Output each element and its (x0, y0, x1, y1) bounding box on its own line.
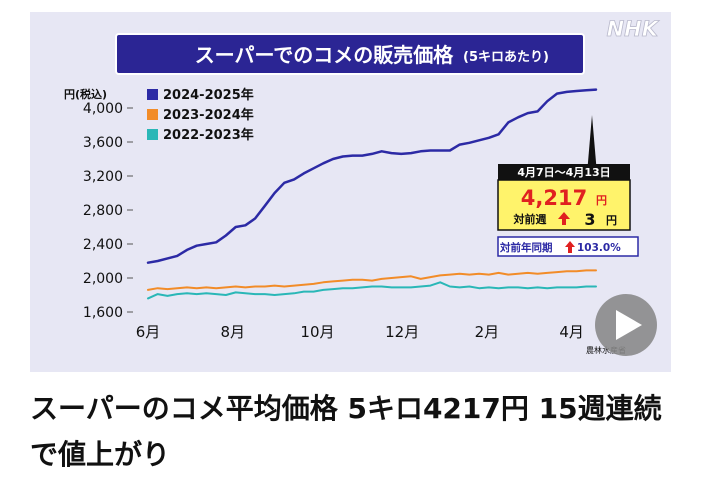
callout-price-unit: 円 (596, 194, 607, 207)
y-tick-label: 3,200 (83, 169, 123, 185)
play-button[interactable] (595, 294, 657, 356)
nhk-logo: NHK (607, 17, 660, 41)
x-tick-label: 10月 (300, 323, 334, 341)
article-headline[interactable]: スーパーのコメ平均価格 5キロ4217円 15週連続で値上がり (30, 392, 662, 471)
legend-label-2022: 2022-2023年 (163, 127, 254, 143)
y-tick-label: 4,000 (83, 101, 123, 117)
week-change-value: 3 (584, 210, 595, 229)
week-change-label: 対前週 (513, 212, 547, 226)
y-tick-label: 3,600 (83, 135, 123, 151)
legend: 2024-2025年 2023-2024年 2022-2023年 (147, 87, 254, 143)
year-change-label: 対前年同期 (499, 241, 553, 254)
callout-period: 4月7日～4月13日 (517, 166, 610, 179)
y-axis-ticks: 1,600 2,000 2,400 2,800 3,200 3,600 4,000 (83, 101, 133, 321)
y-tick-label: 2,400 (83, 237, 123, 253)
chart-subtitle: (5キロあたり) (463, 50, 549, 65)
up-arrow-icon (558, 212, 570, 225)
callout-price: 4,217 (521, 186, 587, 210)
legend-swatch-2022 (147, 129, 158, 140)
chart-title-bar: スーパーでのコメの販売価格 (5キロあたり) (115, 33, 585, 75)
series-line-2023-2024年 (147, 269, 597, 291)
source-label: 農林水産省 (586, 345, 626, 355)
latest-price-callout: 4月7日～4月13日 4,217 円 対前週 3 円 対前年同期 103.0% (497, 164, 639, 257)
callout-pointer (587, 115, 597, 174)
year-change-value: 103.0% (577, 242, 621, 254)
x-tick-label: 6月 (136, 323, 161, 341)
y-tick-label: 1,600 (83, 305, 123, 321)
callout-period-band (498, 164, 630, 180)
legend-swatch-2023 (147, 109, 158, 120)
y-tick-label: 2,800 (83, 203, 123, 219)
series-lines (146, 88, 598, 300)
legend-label-2024: 2024-2025年 (163, 87, 254, 103)
x-tick-label: 2月 (475, 323, 500, 341)
news-graphic-card: NHK スーパーでのコメの販売価格 (5キロあたり) 円(税込) 2024-20… (30, 12, 671, 372)
legend-label-2023: 2023-2024年 (163, 107, 254, 123)
series-line-2022-2023年 (147, 281, 597, 300)
play-icon[interactable] (616, 310, 642, 340)
x-tick-label: 12月 (385, 323, 419, 341)
legend-swatch-2024 (147, 89, 158, 100)
y-axis-label: 円(税込) (64, 87, 107, 101)
year-up-arrow-icon (565, 241, 575, 253)
week-change-unit: 円 (606, 214, 617, 227)
rice-price-chart: NHK スーパーでのコメの販売価格 (5キロあたり) 円(税込) 2024-20… (30, 12, 671, 372)
series-line-2024-2025年 (146, 88, 598, 264)
x-tick-label: 8月 (220, 323, 245, 341)
x-tick-label: 4月 (559, 323, 584, 341)
chart-title: スーパーでのコメの販売価格 (195, 43, 455, 67)
y-tick-label: 2,000 (83, 271, 123, 287)
x-axis-ticks: 6月 8月 10月 12月 2月 4月 (136, 323, 584, 341)
